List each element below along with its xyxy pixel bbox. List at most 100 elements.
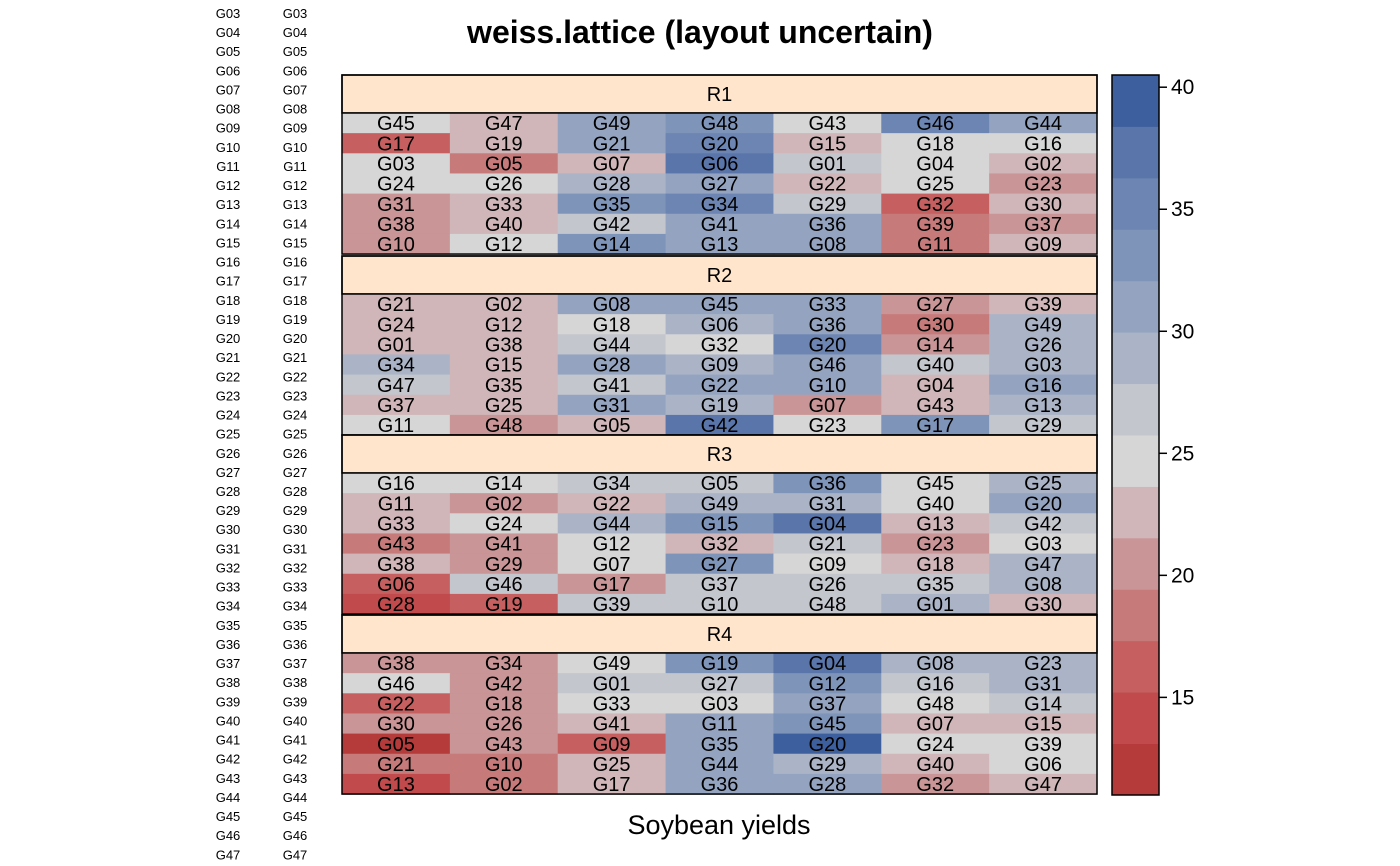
cell-label: G15 [485,355,523,377]
side-label: G16 [216,255,241,270]
cell-label: G47 [485,113,523,135]
side-label: G33 [283,580,308,595]
heatmap-cell [881,553,990,575]
heatmap-cell [989,473,1098,494]
heatmap-cell [989,394,1098,416]
cell-label: G49 [1024,314,1062,336]
cell-label: G46 [808,355,846,377]
cell-label: G46 [485,574,523,596]
cell-label: G40 [485,214,523,236]
side-label: G46 [283,828,308,843]
heatmap-cell [989,713,1098,735]
cell-label: G21 [808,534,846,556]
colorbar-tick-label: 15 [1171,686,1194,709]
side-label: G21 [216,350,241,365]
cell-label: G40 [916,493,954,515]
cell-label: G27 [701,673,739,695]
cell-label: G06 [1024,754,1062,776]
cell-label: G26 [485,174,523,196]
heatmap-cell [773,113,882,134]
side-label: G07 [283,82,308,97]
heatmap-cell [557,153,667,175]
cell-label: G44 [593,334,631,356]
heatmap-cell [773,553,882,575]
cell-label: G29 [808,754,846,776]
heatmap-cell [449,593,559,615]
heatmap-cell [665,173,775,195]
cell-label: G14 [1024,693,1062,715]
heatmap-cell [449,173,559,195]
side-label: G26 [216,446,241,461]
heatmap-cell [449,513,559,535]
side-label: G19 [216,312,241,327]
side-label: G30 [216,522,241,537]
cell-label: G17 [377,133,415,155]
colorbar-segment [1112,229,1159,282]
heatmap-cell [989,733,1098,755]
cell-label: G06 [701,314,739,336]
colorbar-segment [1112,332,1159,385]
heatmap-cell [449,473,559,494]
cell-label: G01 [916,594,954,616]
side-label: G43 [216,771,241,786]
side-label: G12 [283,178,308,193]
cell-label: G48 [701,113,739,135]
cell-label: G06 [701,153,739,175]
cell-label: G37 [701,574,739,596]
heatmap-cell [342,593,451,615]
heatmap-cell [665,713,775,735]
cell-label: G30 [1024,594,1062,616]
side-label: G27 [216,465,241,480]
side-label: G39 [216,694,241,709]
cell-label: G18 [916,133,954,155]
heatmap-cell [665,153,775,175]
side-label: G44 [216,790,241,805]
panel-r1: R1 G45 G47 G49 G48 G43 G46 G44 G17 G19 G21 G20 G15 G1… [341,74,1098,256]
cell-label: G42 [485,673,523,695]
cell-label: G03 [1024,534,1062,556]
heatmap-cell [342,693,451,715]
cell-label: G43 [377,534,415,556]
heatmap-cell [449,773,559,795]
cell-label: G31 [1024,673,1062,695]
colorbar-segment [1112,75,1159,127]
cell-label: G20 [808,334,846,356]
cell-label: G32 [916,194,954,216]
cell-label: G36 [808,214,846,236]
heatmap-cell [557,593,667,615]
side-label: G29 [283,503,308,518]
side-label: G19 [283,312,308,327]
cell-label: G04 [916,375,954,397]
cell-label: G19 [485,594,523,616]
heatmap-cell [449,374,559,396]
heatmap-cell [989,653,1098,674]
heatmap-cell [557,513,667,535]
cell-label: G17 [593,774,631,796]
heatmap-cell [881,294,990,315]
cell-label: G05 [701,473,739,495]
cell-label: G34 [485,653,523,675]
side-label: G12 [216,178,241,193]
cell-label: G22 [808,174,846,196]
cell-label: G02 [485,493,523,515]
heatmap-cell [342,334,451,356]
heatmap-cell [449,294,559,315]
heatmap-cell [449,673,559,694]
heatmap-cell [342,573,451,595]
cell-label: G08 [808,234,846,256]
heatmap-cell [449,533,559,555]
heatmap-cell [665,374,775,396]
heatmap-cell [881,753,990,775]
cell-label: G48 [485,415,523,437]
cell-label: G32 [701,534,739,556]
panel-r3: R3 G16 G14 G34 G05 G36 G45 G25 G11 G02 G22 G49 G31 G4… [341,434,1098,616]
cell-label: G34 [701,194,739,216]
cell-label: G11 [917,234,953,256]
side-label: G03 [283,6,308,21]
heatmap-cell [342,493,451,514]
cell-label: G38 [377,653,415,675]
heatmap-cell [342,113,451,134]
cell-label: G48 [808,594,846,616]
cell-label: G31 [377,194,415,216]
colorbar-segment [1112,537,1159,590]
